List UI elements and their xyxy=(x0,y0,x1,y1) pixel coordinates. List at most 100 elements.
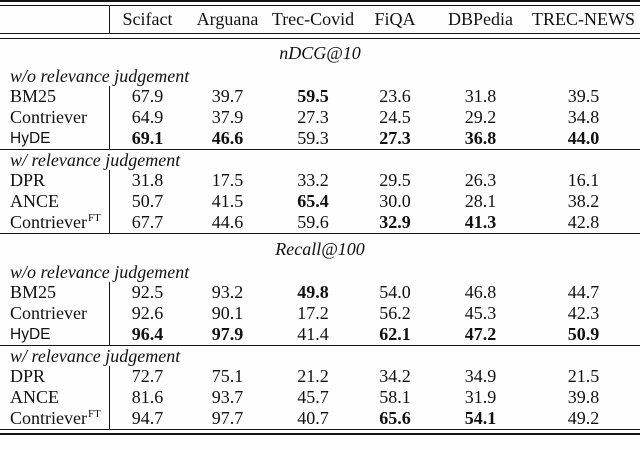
table-row-contriever: Contriever 64.9 37.9 27.3 24.5 29.2 34.8 xyxy=(0,107,640,128)
model-name: ANCE xyxy=(0,191,110,212)
group-title-wo-relevance-2: w/o relevance judgement xyxy=(10,262,190,282)
metric-value: 50.9 xyxy=(567,324,600,344)
metric-value: 59.3 xyxy=(297,128,329,148)
metric-value: 39.8 xyxy=(567,387,600,407)
metric-value: 41.4 xyxy=(297,324,329,344)
metric-value: 59.5 xyxy=(297,86,329,106)
metric-value: 23.6 xyxy=(379,86,411,106)
metric-value: 42.8 xyxy=(567,212,600,232)
metric-value: 17.2 xyxy=(297,303,329,323)
metric-value: 44.7 xyxy=(567,282,600,302)
table-row-bm25-recall: BM25 92.5 93.2 49.8 54.0 46.8 44.7 xyxy=(0,282,640,303)
metric-value: 67.9 xyxy=(131,86,164,106)
metric-value: 34.9 xyxy=(464,366,497,386)
column-header-trec-covid: Trec-Covid xyxy=(271,9,355,29)
metric-value: 42.3 xyxy=(567,303,600,323)
group-title-w-relevance: w/ relevance judgement xyxy=(10,150,181,170)
table-row-ance: ANCE 50.7 41.5 65.4 30.0 28.1 38.2 xyxy=(0,191,640,212)
metric-value: 96.4 xyxy=(131,324,164,344)
metric-value: 44.6 xyxy=(211,212,244,232)
metric-value: 26.3 xyxy=(464,170,497,190)
table-row-hyde-recall: HyDE 96.4 97.9 41.4 62.1 47.2 50.9 xyxy=(0,324,640,345)
metric-value: 92.5 xyxy=(131,282,164,302)
metric-value: 28.1 xyxy=(464,191,497,211)
table-row-contriever-recall: Contriever 92.6 90.1 17.2 56.2 45.3 42.3 xyxy=(0,303,640,324)
metric-value: 30.0 xyxy=(379,191,411,211)
header-corner-cell xyxy=(0,6,110,33)
metric-value: 75.1 xyxy=(211,366,244,386)
metric-value: 64.9 xyxy=(131,107,164,127)
metric-value: 93.2 xyxy=(211,282,244,302)
metric-value: 32.9 xyxy=(379,212,411,232)
metric-value: 46.6 xyxy=(211,128,244,148)
column-header-scifact: Scifact xyxy=(122,9,173,29)
metric-value: 31.8 xyxy=(131,170,164,190)
metric-value: 40.7 xyxy=(297,408,329,428)
metric-value: 69.1 xyxy=(131,128,164,148)
metric-value: 58.1 xyxy=(379,387,411,407)
metric-value: 50.7 xyxy=(131,191,164,211)
table-row-ance-recall: ANCE 81.6 93.7 45.7 58.1 31.9 39.8 xyxy=(0,387,640,408)
table-row-contriever-ft: Contriever FT 67.7 44.6 59.6 32.9 41.3 42… xyxy=(0,212,640,233)
metric-value: 81.6 xyxy=(131,387,164,407)
metric-value: 39.5 xyxy=(567,86,600,106)
metric-value: 65.4 xyxy=(297,191,329,211)
metric-value: 37.9 xyxy=(211,107,244,127)
metric-value: 17.5 xyxy=(211,170,244,190)
column-header-dbpedia: DBPedia xyxy=(448,9,513,29)
bottom-margin xyxy=(0,435,640,450)
table-top-rule xyxy=(0,0,640,6)
group-divider-rule xyxy=(0,149,640,151)
model-name: ANCE xyxy=(0,387,110,408)
metric-value: 45.7 xyxy=(297,387,329,407)
metric-value: 94.7 xyxy=(131,408,164,428)
metric-value: 54.1 xyxy=(464,408,497,428)
header-divider-rule xyxy=(0,33,640,39)
metric-value: 39.7 xyxy=(211,86,244,106)
metric-value: 92.6 xyxy=(131,303,164,323)
metric-value: 31.9 xyxy=(464,387,497,407)
group-divider-rule-2 xyxy=(0,345,640,347)
metric-value: 27.3 xyxy=(379,128,411,148)
table-row-dpr-recall: DPR 72.7 75.1 21.2 34.2 34.9 21.5 xyxy=(0,366,640,387)
metric-value: 16.1 xyxy=(567,170,600,190)
metric-value: 93.7 xyxy=(211,387,244,407)
metric-value: 29.5 xyxy=(379,170,411,190)
metric-value: 34.2 xyxy=(379,366,411,386)
metric-value: 45.3 xyxy=(464,303,497,323)
model-name: DPR xyxy=(0,170,110,191)
metric-value: 44.0 xyxy=(567,128,600,148)
metric-value: 21.5 xyxy=(567,366,600,386)
metric-value: 49.8 xyxy=(297,282,329,302)
metric-value: 90.1 xyxy=(211,303,244,323)
column-header-fiqa: FiQA xyxy=(374,9,416,29)
metric-value: 72.7 xyxy=(131,366,164,386)
table-row-dpr: DPR 31.8 17.5 33.2 29.5 26.3 16.1 xyxy=(0,170,640,191)
metric-value: 59.6 xyxy=(297,212,329,232)
metric-value: 47.2 xyxy=(464,324,497,344)
table-row-bm25: BM25 67.9 39.7 59.5 23.6 31.8 39.5 xyxy=(0,86,640,107)
metric-value: 46.8 xyxy=(464,282,497,302)
column-header-arguana: Arguana xyxy=(196,9,259,29)
model-name: Contriever xyxy=(0,107,110,128)
metric-value: 27.3 xyxy=(297,107,329,127)
metric-value: 97.9 xyxy=(211,324,244,344)
metric-value: 97.7 xyxy=(211,408,244,428)
metric-value: 38.2 xyxy=(567,191,600,211)
metric-value: 54.0 xyxy=(379,282,411,302)
model-name: BM25 xyxy=(0,282,110,303)
metric-value: 31.8 xyxy=(464,86,497,106)
metric-value: 34.8 xyxy=(567,107,600,127)
metric-value: 41.5 xyxy=(211,191,244,211)
metric-value: 36.8 xyxy=(464,128,497,148)
group-title-wo-relevance: w/o relevance judgement xyxy=(10,66,190,86)
metric-value: 41.3 xyxy=(464,212,497,232)
metric-value: 24.5 xyxy=(379,107,411,127)
table-bottom-rule xyxy=(0,429,640,435)
model-name: Contriever FT xyxy=(0,408,110,429)
model-name: HyDE xyxy=(0,128,110,149)
metric-value: 67.7 xyxy=(131,212,164,232)
metric-value: 21.2 xyxy=(297,366,329,386)
table-row-hyde: HyDE 69.1 46.6 59.3 27.3 36.8 44.0 xyxy=(0,128,640,149)
